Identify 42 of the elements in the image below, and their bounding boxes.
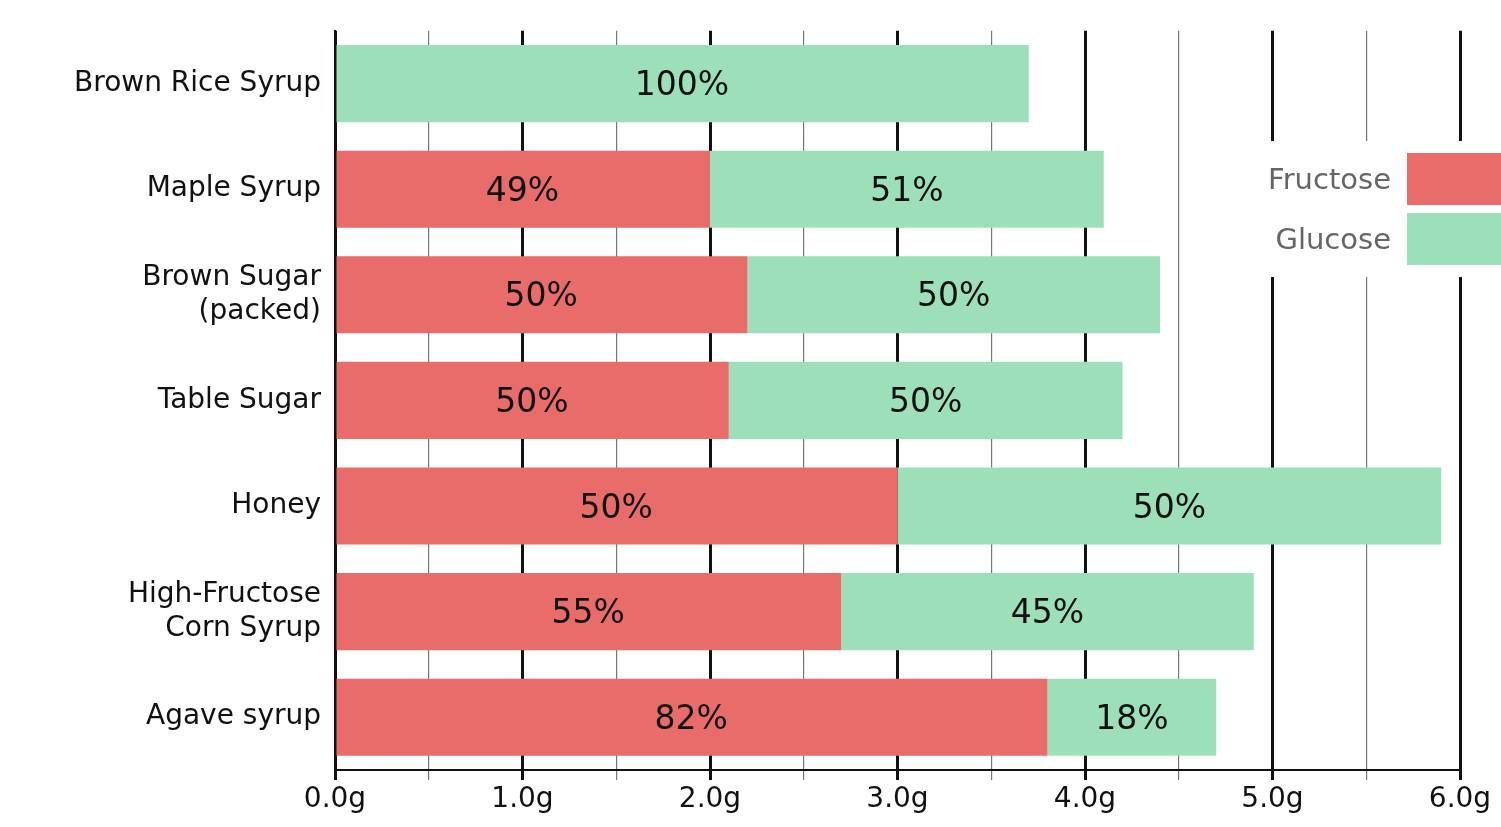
- bar: [336, 573, 842, 651]
- bar: [336, 361, 729, 439]
- bar: [710, 150, 1104, 228]
- bar: [336, 678, 1048, 756]
- annotation: 50%: [495, 380, 569, 420]
- x-tick-label: 4.0g: [1053, 781, 1117, 815]
- y-tick-label: Maple Syrup: [146, 170, 321, 204]
- x-tick-label: 1.0g: [491, 781, 554, 815]
- bar: [336, 256, 748, 334]
- annotation: 50%: [888, 380, 963, 420]
- legend-label: Fructose: [1268, 161, 1391, 196]
- bar: [336, 45, 1029, 123]
- bar: [897, 467, 1442, 545]
- annotation: 55%: [551, 592, 625, 632]
- bar: [841, 573, 1254, 651]
- annotation: 82%: [654, 697, 728, 737]
- annotation: 50%: [917, 275, 991, 315]
- annotation: 50%: [504, 275, 578, 315]
- bar: [728, 361, 1123, 439]
- annotation: 50%: [579, 486, 653, 526]
- bar: [1047, 678, 1217, 756]
- y-tick-label: High-Fructose Corn Syrup: [127, 576, 321, 643]
- y-tick-label: Agave syrup: [146, 698, 321, 732]
- y-tick-label: Table Sugar: [156, 381, 322, 415]
- legend-label: Glucose: [1275, 221, 1391, 256]
- bar: [336, 150, 710, 228]
- x-tick-label: 5.0g: [1241, 781, 1304, 815]
- annotation: 18%: [1095, 697, 1169, 737]
- bar: [747, 256, 1160, 334]
- annotation: 50%: [1132, 486, 1207, 526]
- x-tick-label: 6.0g: [1428, 781, 1492, 815]
- annotation: 49%: [485, 169, 560, 209]
- y-tick-label: Brown Rice Syrup: [74, 64, 321, 98]
- annotation: 100%: [634, 64, 730, 104]
- annotation: 51%: [870, 169, 944, 209]
- annotation: 45%: [1010, 592, 1085, 632]
- x-tick-label: 2.0g: [678, 781, 742, 815]
- x-tick-label: 3.0g: [866, 781, 929, 815]
- bar: [336, 467, 898, 545]
- x-tick-label: 0.0g: [303, 781, 367, 815]
- y-tick-label: Honey: [231, 487, 321, 521]
- y-tick-label: Brown Sugar (packed): [142, 259, 322, 326]
